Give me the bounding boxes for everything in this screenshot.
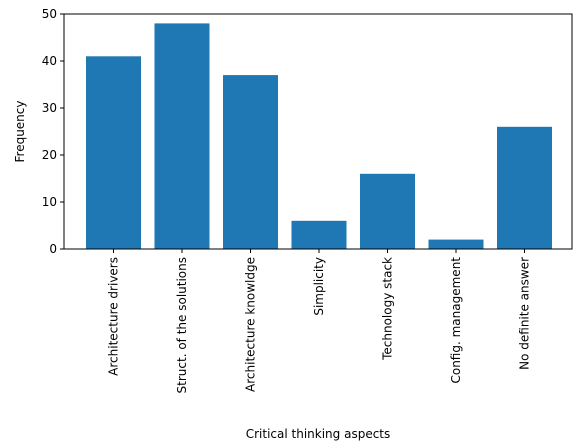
bar bbox=[497, 126, 552, 249]
x-tick-label: Struct. of the solutions bbox=[175, 257, 189, 393]
x-tick-label: Config. management bbox=[449, 257, 463, 384]
bar bbox=[223, 75, 278, 249]
x-tick-label: No definite answer bbox=[518, 257, 532, 370]
y-axis-label: Frequency bbox=[13, 101, 27, 163]
plot-frame bbox=[63, 13, 573, 250]
y-tick-label: 40 bbox=[42, 54, 57, 68]
x-axis-ticks: Architecture drivers Struct. of the solut… bbox=[107, 249, 532, 393]
y-tick-label: 0 bbox=[49, 242, 57, 256]
y-tick-label: 10 bbox=[42, 195, 57, 209]
x-tick-label: Simplicity bbox=[312, 257, 326, 316]
y-tick-label: 50 bbox=[42, 7, 57, 21]
bar bbox=[86, 56, 141, 249]
x-axis-label: Critical thinking aspects bbox=[246, 427, 391, 441]
bar bbox=[360, 173, 415, 249]
y-tick-label: 30 bbox=[42, 101, 57, 115]
x-tick-label: Architecture knowldge bbox=[244, 257, 258, 392]
x-tick-label: Technology stack bbox=[381, 257, 395, 361]
bar bbox=[428, 239, 484, 249]
y-axis-ticks: 0 10 20 30 40 50 bbox=[42, 7, 64, 256]
bars-group bbox=[86, 23, 552, 250]
y-tick-label: 20 bbox=[42, 148, 57, 162]
bar bbox=[291, 220, 347, 249]
bar bbox=[154, 23, 210, 250]
x-tick-label: Architecture drivers bbox=[107, 257, 121, 376]
